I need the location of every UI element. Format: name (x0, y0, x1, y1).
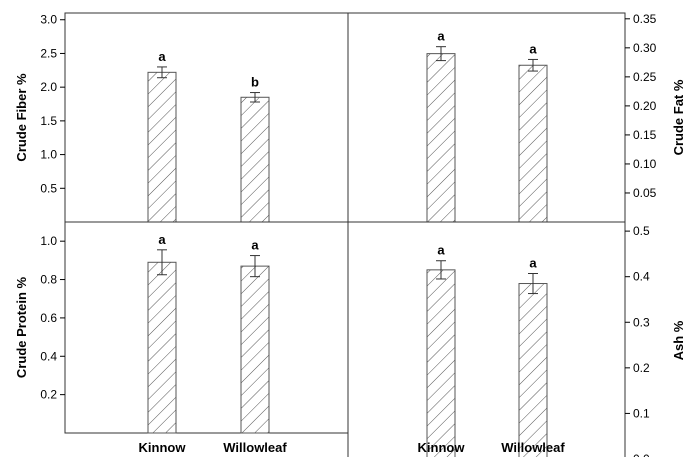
significance-label: a (529, 256, 537, 271)
y-tick-label: 0.30 (633, 41, 657, 55)
bar-willowleaf (240, 265, 270, 434)
significance-label: a (158, 49, 166, 64)
significance-label: a (437, 243, 445, 258)
y-tick-label: 1.5 (40, 114, 57, 128)
y-axis-title: Crude Fat % (671, 79, 686, 155)
y-tick-label: 0.10 (633, 157, 657, 171)
y-tick-label: 2.5 (40, 46, 57, 60)
y-tick-label: 0.05 (633, 186, 657, 200)
significance-label: b (251, 75, 259, 90)
y-tick-label: 0.6 (40, 311, 57, 325)
bar-willowleaf (518, 283, 548, 457)
y-tick-label: 0.20 (633, 99, 657, 113)
y-tick-label: 0.1 (633, 406, 650, 420)
significance-label: a (251, 238, 259, 253)
y-tick-label: 0.35 (633, 12, 657, 26)
category-label: Willowleaf (223, 440, 287, 455)
chart-panel-1: 0.5 1.0 1.5 2.0 2.5 3.0 Crude Fiber % a b (14, 12, 349, 223)
y-tick-label: 0.0 (633, 452, 650, 457)
significance-label: a (529, 41, 537, 56)
category-label: Kinnow (418, 440, 466, 455)
y-tick-label: 1.0 (40, 148, 57, 162)
bar-kinnow (426, 53, 456, 223)
panel-frame (347, 221, 626, 457)
y-tick-label: 0.5 (40, 181, 57, 195)
chart-panel-4: 0.0 0.1 0.2 0.3 0.4 0.5 Ash % a Kinnow a Willowlea… (347, 221, 686, 457)
y-tick-label: 0.15 (633, 128, 657, 142)
y-tick-label: 0.5 (633, 224, 650, 238)
bar-kinnow (147, 71, 177, 223)
category-label: Willowleaf (501, 440, 565, 455)
y-axis-title: Crude Fiber % (14, 73, 29, 162)
bar-kinnow (426, 269, 456, 457)
chart-panel-3: 0.2 0.4 0.6 0.8 1.0 Crude Protein % a Kinnow a Wi… (14, 221, 349, 455)
y-tick-label: 0.2 (40, 388, 57, 402)
y-tick-label: 0.2 (633, 361, 650, 375)
panel-frame (64, 12, 349, 223)
panel-frame (347, 12, 626, 223)
y-tick-label: 0.3 (633, 315, 650, 329)
bar-willowleaf (518, 64, 548, 223)
y-tick-label: 2.0 (40, 80, 57, 94)
y-axis-title: Ash % (671, 320, 686, 360)
y-tick-label: 0.4 (633, 270, 650, 284)
y-tick-label: 0.8 (40, 273, 57, 287)
y-tick-label: 0.4 (40, 349, 57, 363)
significance-label: a (158, 232, 166, 247)
y-tick-label: 1.0 (40, 234, 57, 248)
chart-panel-2: 0.05 0.10 0.15 0.20 0.25 0.30 0.35 Crude Fat % a… (347, 12, 686, 223)
significance-label: a (437, 29, 445, 44)
y-tick-label: 3.0 (40, 13, 57, 27)
panel-frame (64, 221, 349, 434)
y-tick-label: 0.25 (633, 70, 657, 84)
bar-willowleaf (240, 96, 270, 223)
y-axis-title: Crude Protein % (14, 276, 29, 378)
category-label: Kinnow (139, 440, 187, 455)
bar-kinnow (147, 261, 177, 434)
